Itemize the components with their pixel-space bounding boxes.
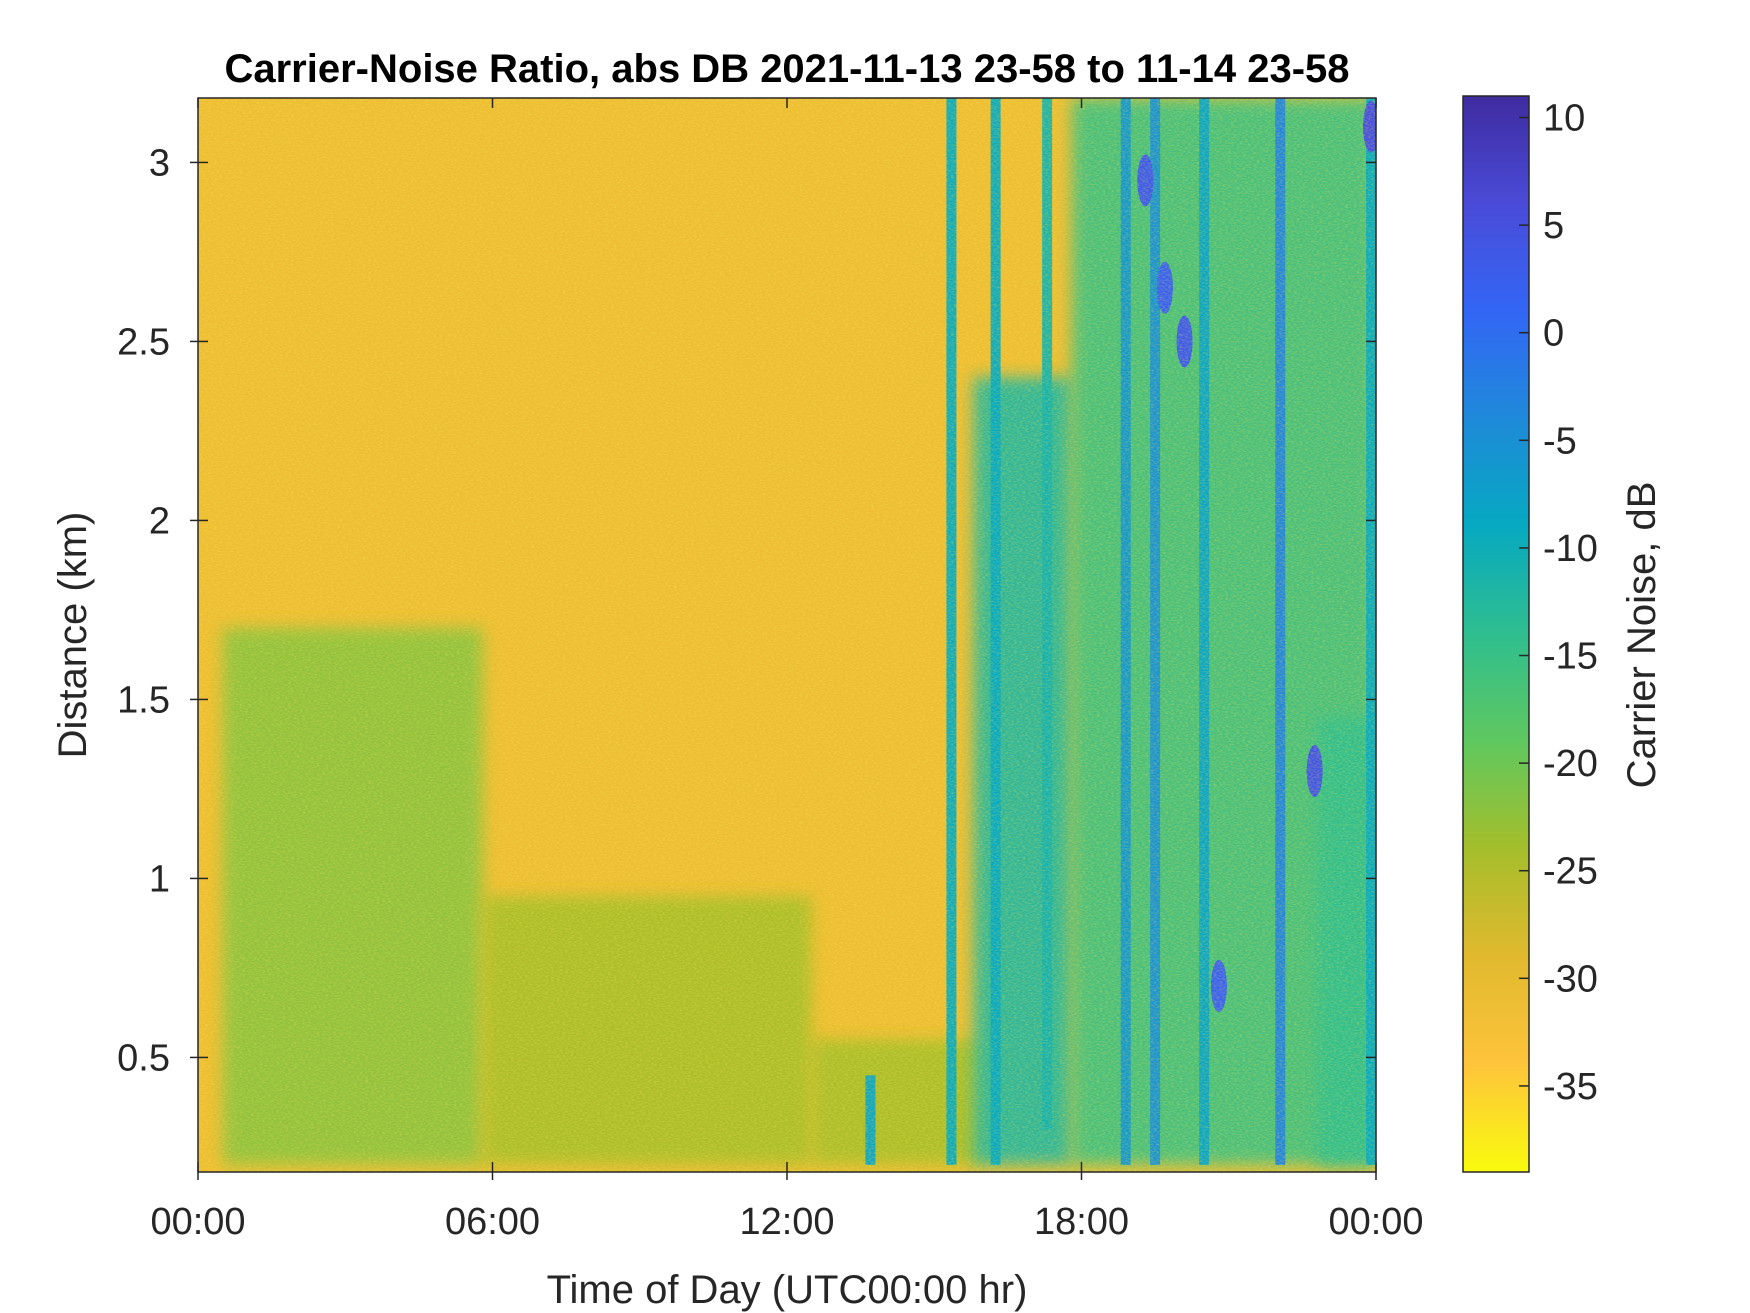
x-axis-label: Time of Day (UTC00:00 hr)	[547, 1268, 1028, 1312]
x-tick-label: 06:00	[445, 1201, 540, 1243]
x-tick-label: 12:00	[739, 1201, 834, 1243]
y-tick-label: 0.5	[117, 1037, 170, 1079]
colorbar-tick-label: -35	[1543, 1066, 1598, 1108]
y-tick-label: 3	[149, 142, 170, 184]
x-axis-ticks: 00:00 06:00 12:00 18:00 00:00	[150, 98, 1424, 1243]
colorbar-tick-label: -10	[1543, 528, 1598, 570]
colorbar-tick-label: 0	[1543, 313, 1564, 355]
colorbar-tick-label: 10	[1543, 98, 1585, 140]
y-tick-label: 2.5	[117, 321, 170, 363]
y-tick-label: 2	[149, 500, 170, 542]
colorbar-gradient	[1462, 95, 1530, 1173]
colorbar-tick-label: -30	[1543, 958, 1598, 1000]
colorbar-tick-label: -15	[1543, 636, 1598, 678]
colorbar-tick-label: -20	[1543, 743, 1598, 785]
colorbar-ticks: 10 5 0 -5 -10 -15 -20 -25 -30 -35	[1519, 98, 1598, 1108]
heatmap-grain	[198, 98, 1376, 1172]
colorbar-tick-label: -5	[1543, 420, 1577, 462]
x-tick-label: 00:00	[150, 1201, 245, 1243]
colorbar-label: Carrier Noise, dB	[1620, 482, 1664, 789]
x-tick-label: 18:00	[1034, 1201, 1129, 1243]
y-tick-label: 1	[149, 858, 170, 900]
colorbar: 10 5 0 -5 -10 -15 -20 -25 -30 -35	[1462, 95, 1598, 1173]
colorbar-tick-label: -25	[1543, 851, 1598, 893]
y-axis-label: Distance (km)	[51, 512, 95, 759]
heatmap-plot-area	[197, 97, 1377, 1173]
x-tick-label: 00:00	[1328, 1201, 1423, 1243]
y-axis-ticks: 0.5 1 1.5 2 2.5 3	[117, 142, 1376, 1079]
chart-title: Carrier-Noise Ratio, abs DB 2021-11-13 2…	[224, 47, 1349, 91]
colorbar-tick-label: 5	[1543, 205, 1564, 247]
y-tick-label: 1.5	[117, 679, 170, 721]
